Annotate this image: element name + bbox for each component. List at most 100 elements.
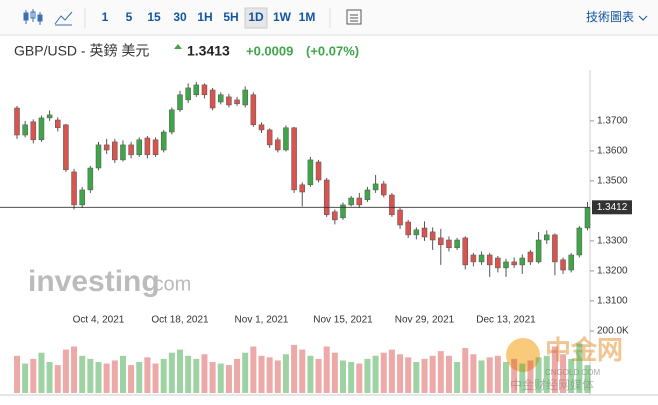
x-tick-label: Oct 4, 2021	[73, 315, 125, 326]
candle-body	[152, 139, 159, 156]
volume-bar	[225, 365, 232, 393]
volume-bar	[437, 351, 444, 393]
volume-bar	[274, 360, 281, 393]
candle-body	[356, 197, 363, 206]
candle-body	[128, 144, 134, 156]
volume-bar	[54, 365, 61, 393]
candle-body	[421, 227, 428, 238]
volume-bar	[331, 352, 338, 393]
candle-body	[258, 124, 265, 131]
y-tick-label: 1.3300	[597, 236, 628, 247]
candle-body	[22, 124, 28, 136]
volume-bar	[144, 357, 151, 393]
price-tag	[592, 200, 632, 215]
volume-bar	[234, 358, 241, 393]
candle-body	[576, 227, 583, 256]
price-change: +0.0009	[246, 43, 293, 58]
volume-bar	[372, 355, 379, 393]
volume-bar	[543, 355, 550, 393]
symbol-name: GBP/USD - 英鎊 美元	[14, 43, 149, 59]
candle-body	[519, 257, 526, 266]
volume-bar	[486, 357, 493, 393]
interval-button[interactable]: 1W	[273, 10, 292, 24]
candle-body	[95, 144, 102, 169]
candle-body	[495, 257, 501, 269]
x-tick-label: Dec 13, 2021	[476, 315, 536, 326]
volume-bar	[535, 357, 542, 393]
volume-bar	[445, 355, 452, 393]
candle-body	[511, 261, 517, 266]
candle-body	[160, 131, 167, 151]
candle-body	[544, 234, 550, 241]
percent-change: (+0.07%)	[306, 43, 359, 58]
candle-body	[372, 183, 379, 191]
volume-bar	[258, 355, 265, 393]
volume-bar	[323, 346, 330, 393]
volume-bar	[250, 346, 257, 393]
candle-body	[169, 109, 175, 133]
volume-bar	[299, 349, 306, 393]
candle-body	[470, 254, 477, 263]
volume-bar	[405, 357, 412, 393]
volume-bar	[356, 363, 363, 393]
candle-body	[332, 211, 338, 221]
volume-bar	[95, 362, 102, 393]
candle-body	[397, 209, 403, 226]
interval-button[interactable]: 1	[102, 10, 109, 24]
volume-bar	[79, 355, 86, 393]
volume-bar	[388, 349, 395, 393]
x-tick-label: Oct 18, 2021	[151, 315, 209, 326]
interval-button[interactable]: 1D	[248, 10, 264, 24]
volume-bar	[421, 358, 428, 393]
volume-bar	[462, 348, 469, 393]
candle-body	[568, 254, 574, 271]
volume-bar	[503, 362, 509, 393]
interval-button[interactable]: 5H	[223, 10, 238, 24]
volume-bar	[478, 360, 485, 393]
candle-icon[interactable]	[23, 9, 43, 25]
candle-body	[193, 84, 200, 96]
volume-bar	[30, 358, 37, 393]
candle-body	[218, 94, 224, 103]
volume-bar	[62, 349, 69, 393]
dropdown-arrow[interactable]	[638, 15, 648, 21]
candle-body	[438, 237, 444, 246]
volume-bar	[185, 355, 192, 393]
interval-button[interactable]: 5	[126, 10, 133, 24]
volume-bar	[22, 363, 29, 393]
candle-body	[209, 89, 216, 109]
watermark-logo: .com	[148, 273, 191, 295]
candle-body	[307, 159, 314, 186]
candle-body	[242, 89, 248, 106]
candle-body	[103, 144, 110, 151]
line-icon[interactable]	[54, 11, 73, 26]
volume-bar	[266, 357, 273, 393]
volume-bar	[413, 362, 420, 393]
volume-bar	[291, 344, 298, 393]
volume-bar	[527, 360, 534, 393]
candle-body	[87, 167, 94, 191]
candle-body	[55, 119, 61, 129]
candle-body	[389, 194, 395, 216]
candle-body	[144, 137, 151, 156]
volume-bar	[511, 358, 518, 393]
volume-bar	[576, 343, 583, 393]
candle-body	[185, 87, 191, 101]
interval-button[interactable]: 15	[147, 10, 161, 24]
interval-button[interactable]: 1H	[197, 10, 212, 24]
candle-body	[112, 141, 118, 161]
candle-body	[535, 239, 542, 263]
volume-bar	[119, 355, 126, 393]
interval-button[interactable]: 1M	[299, 10, 316, 24]
volume-bar	[14, 355, 20, 393]
candle-body	[584, 207, 591, 229]
candle-body	[405, 221, 411, 236]
calendar-icon[interactable]	[346, 9, 362, 25]
chart-tools-button[interactable]: 技術圖表	[586, 10, 634, 24]
volume-bar	[551, 346, 558, 393]
volume-bar	[128, 365, 135, 393]
interval-button[interactable]: 30	[173, 10, 187, 24]
volume-bar	[560, 354, 567, 393]
watermark-logo: investing	[28, 265, 160, 298]
candle-body	[63, 124, 69, 171]
